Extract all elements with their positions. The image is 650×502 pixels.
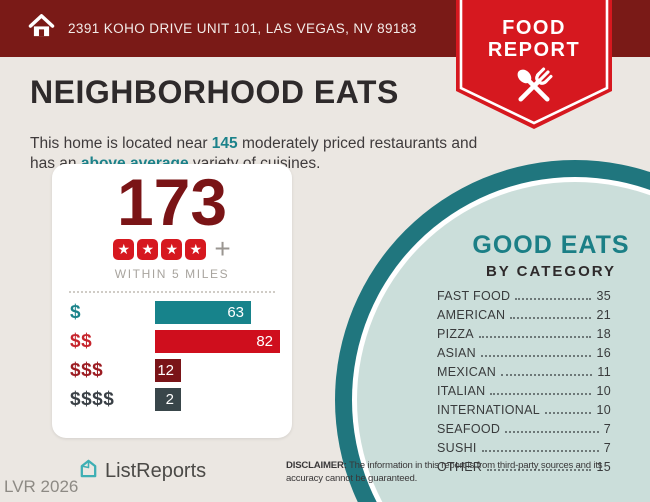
dot-leader: [478, 336, 592, 338]
dot-leader: [490, 393, 592, 395]
property-address: 2391 KOHO DRIVE UNIT 101, LAS VEGAS, NV …: [68, 21, 417, 36]
category-list: FAST FOOD 35 AMERICAN 21 PIZZA 18 ASIAN 16 M…: [437, 284, 611, 474]
category-value: 7: [603, 441, 611, 455]
good-eats-title: GOOD EATS: [472, 231, 630, 259]
dot-leader: [510, 317, 592, 319]
brand-name: ListReports: [105, 459, 207, 482]
disclaimer-line2: accuracy cannot be guaranteed.: [286, 473, 418, 484]
list-item: ASIAN 16: [437, 341, 611, 360]
category-value: 18: [596, 327, 611, 341]
dot-leader: [481, 355, 592, 357]
category-label: SUSHI: [437, 441, 477, 455]
list-item: SUSHI 7: [437, 436, 611, 455]
star-icon: ★: [185, 238, 207, 260]
restaurant-count-highlight: 145: [211, 134, 238, 152]
bar-value: 63: [227, 304, 244, 321]
list-item: MEXICAN 11: [437, 360, 611, 379]
price-tier-label: $$$$: [70, 388, 115, 410]
star-icon: ★: [161, 238, 183, 260]
good-eats-heading: GOOD EATS BY CATEGORY: [451, 231, 650, 280]
badge-title-line2: REPORT: [487, 39, 581, 61]
bar: 63: [155, 301, 251, 324]
category-value: 10: [596, 384, 611, 398]
food-report-badge: FOOD REPORT: [456, 0, 612, 132]
category-value: 16: [596, 346, 611, 360]
price-tier-row: $$$ 12: [52, 356, 292, 385]
price-tier-row: $$ 82: [52, 327, 292, 356]
category-value: 21: [596, 308, 611, 322]
dot-leader: [481, 450, 599, 452]
disclaimer: DISCLAIMER: The information in this repo…: [286, 459, 603, 485]
list-item: SEAFOOD 7: [437, 417, 611, 436]
good-eats-subtitle: BY CATEGORY: [485, 263, 617, 280]
disclaimer-text-1: The information in this report is from t…: [346, 460, 603, 471]
list-item: FAST FOOD 35: [437, 284, 611, 303]
spoon-fork-crossed-icon: [509, 60, 559, 117]
badge-title-line1: FOOD: [502, 17, 566, 39]
dot-leader: [544, 412, 592, 414]
category-label: ITALIAN: [437, 384, 486, 398]
listreports-house-icon: [78, 458, 99, 484]
dot-leader: [501, 374, 593, 376]
bar-value: 2: [165, 391, 174, 408]
category-label: FAST FOOD: [437, 289, 511, 303]
category-label: OTHER: [437, 460, 483, 474]
price-tier-row: $$$$ 2: [52, 385, 292, 414]
category-label: PIZZA: [437, 327, 474, 341]
category-label: SEAFOOD: [437, 422, 501, 436]
bar: 2: [155, 388, 181, 411]
category-value: 10: [596, 403, 611, 417]
disclaimer-line1: DISCLAIMER: The information in this repo…: [286, 459, 603, 472]
listreports-logo: ListReports: [78, 458, 206, 484]
star-icon: ★: [113, 238, 135, 260]
house-icon: [28, 13, 55, 44]
category-value: 35: [596, 289, 611, 303]
bar: 82: [155, 330, 280, 353]
bar-value: 12: [157, 362, 174, 379]
star-icon: ★: [137, 238, 159, 260]
list-item: AMERICAN 21: [437, 303, 611, 322]
category-value: 7: [603, 422, 611, 436]
intro-text-1: This home is located near: [30, 134, 212, 152]
star-rating: ★ ★ ★ ★ +: [52, 233, 292, 264]
badge-title: FOOD REPORT: [456, 17, 612, 61]
price-tier-label: $$: [70, 330, 93, 352]
disclaimer-label: DISCLAIMER:: [286, 460, 347, 471]
bar-value: 82: [256, 333, 273, 350]
category-label: INTERNATIONAL: [437, 403, 540, 417]
list-item: PIZZA 18: [437, 322, 611, 341]
price-tier-label: $$$: [70, 359, 104, 381]
restaurant-summary-card: 173 ★ ★ ★ ★ + WITHIN 5 MILES $ 63 $$ 82 $$$ …: [52, 164, 292, 438]
total-restaurants: 173: [116, 165, 228, 239]
category-value: 15: [596, 460, 611, 474]
plus-sign: +: [214, 233, 231, 264]
list-item: OTHER 15: [437, 455, 611, 474]
watermark: LVR 2026: [4, 477, 79, 496]
dot-leader: [505, 431, 599, 433]
list-item: INTERNATIONAL 10: [437, 398, 611, 417]
radius-label: WITHIN 5 MILES: [114, 267, 230, 281]
dot-leader: [515, 298, 592, 300]
category-label: AMERICAN: [437, 308, 506, 322]
price-tier-row: $ 63: [52, 298, 292, 327]
dot-leader: [487, 469, 592, 471]
page-title: NEIGHBORHOOD EATS: [30, 74, 399, 110]
category-label: ASIAN: [437, 346, 477, 360]
category-value: 11: [597, 365, 611, 379]
intro-text-2: moderately priced restaurants and: [237, 134, 478, 152]
bar: 12: [155, 359, 181, 382]
dotted-divider: [69, 291, 275, 293]
category-label: MEXICAN: [437, 365, 497, 379]
ribbon-shape: [456, 0, 612, 129]
list-item: ITALIAN 10: [437, 379, 611, 398]
price-tier-label: $: [70, 301, 82, 323]
